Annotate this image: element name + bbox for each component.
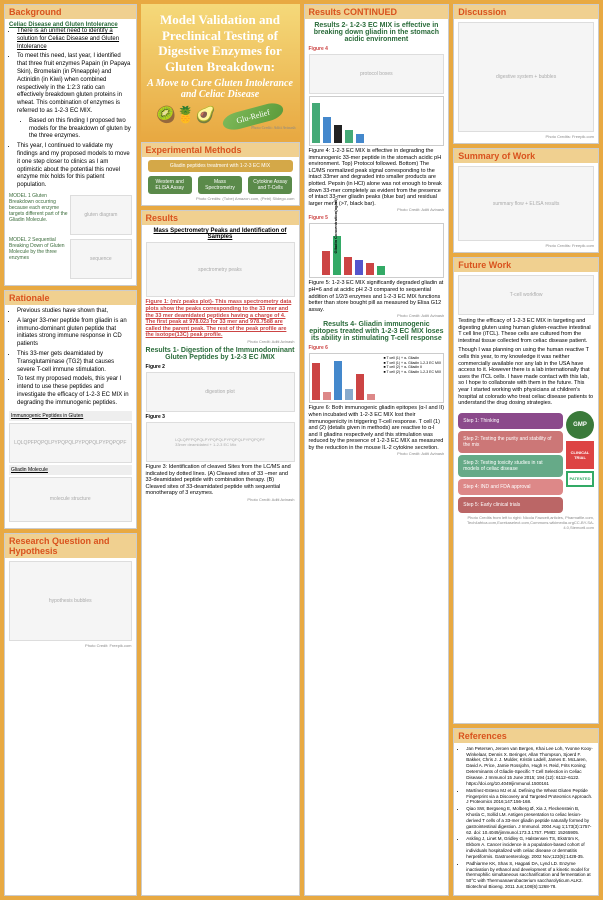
- fig5-chart: Gliadin Concentration(ng/ml): [309, 223, 445, 278]
- trial-badge: CLINICAL TRIAL: [566, 441, 594, 469]
- col-2: Model Validation and Preclinical Testing…: [141, 4, 300, 896]
- ref-item: Padhiarme KK, Shas S, Hagpati DA, Lynd L…: [466, 861, 594, 890]
- ref-item: Jan Petersen, Jeroen van Bergen, Khai Le…: [466, 746, 594, 787]
- disc-credit: Photo Credits: Freepik.com: [458, 134, 594, 139]
- fig4-chart: [309, 96, 445, 146]
- r4-title: Results 4- Gliadin immunogenic epitopes …: [309, 321, 445, 342]
- title-block: Model Validation and Preclinical Testing…: [141, 4, 300, 138]
- rationale-panel: Rationale Previous studies have shown th…: [4, 290, 137, 529]
- summary-diagram: summary flow + ELISA results: [458, 166, 594, 241]
- method-3: Cytokine Assay and T-Cells: [248, 176, 292, 194]
- gmp-badge: GMP: [566, 411, 594, 439]
- col-3: Results CONTINUED Results 2- 1-2-3 EC MI…: [304, 4, 450, 896]
- bg-list: There is an unmet need to identify a sol…: [17, 28, 132, 190]
- method-1: Western and ELISA Assay: [148, 176, 192, 194]
- peptide-seq-img: LQLQPFPQPQLPYPQPQLPYPQPQLPYPQPQPF: [9, 423, 132, 463]
- results2-header: Results CONTINUED: [305, 5, 449, 19]
- discussion-diagram: digestive system + bubbles: [458, 22, 594, 132]
- r2-title: Results 2- 1-2-3 EC MIX is effective in …: [309, 22, 445, 43]
- subtitle: A Move to Cure Gluten Intolerance and Ce…: [145, 78, 296, 100]
- gliadin-mol-img: molecule structure: [9, 477, 132, 522]
- fig6-text: Figure 6: Both immunogenic gliadin epito…: [309, 405, 445, 451]
- r1-title: Results 1- Digestion of the Immunodomina…: [146, 347, 295, 361]
- results-panel: Results Mass Spectrometry Peaks and Iden…: [141, 210, 300, 896]
- fig6-credit: Photo Credit: Aditi Avinash: [309, 451, 445, 456]
- future-step: Step 5: Early clinical trials: [458, 497, 563, 513]
- bg-item-1: To meet this need, last year, I identifi…: [17, 53, 132, 115]
- future-step: Step 4: IND and FDA approval: [458, 479, 563, 495]
- fig5-ylabel: Gliadin Concentration(ng/ml): [333, 198, 338, 253]
- future-credit: Photo Credits from left to right: Nicola…: [458, 515, 594, 530]
- future-text: Testing the efficacy of 1-2-3 EC MIX in …: [458, 318, 594, 344]
- methods-panel: Experimental Methods Gliadin peptides tr…: [141, 142, 300, 206]
- model1-img: gluten diagram: [70, 195, 131, 235]
- future-text2: Though I was planning on using the human…: [458, 347, 594, 406]
- research-panel: Research Question and Hypothesis hypothe…: [4, 533, 137, 897]
- ms-title: Mass Spectrometry Peaks and Identificati…: [146, 228, 295, 240]
- future-step: Step 2: Testing the purity and stability…: [458, 431, 563, 453]
- fig1-text: Figure 1: (m/z peaks plot)- This mass sp…: [146, 299, 295, 339]
- summary-credit: Photo Credits: Freepik.com: [458, 243, 594, 248]
- ms-plot: spectrometry peaks: [146, 242, 295, 297]
- model2-img: sequence: [70, 239, 131, 279]
- future-header: Future Work: [454, 258, 598, 272]
- fig4-credit: Photo Credit: Aditi Avinash: [309, 207, 445, 212]
- research-header: Research Question and Hypothesis: [5, 534, 136, 558]
- bg-item-2: Based on this finding I proposed two mod…: [29, 118, 132, 141]
- method-center: Gliadin peptides treatment with 1-2-3 EC…: [148, 160, 293, 172]
- background-header: Background: [5, 5, 136, 19]
- discussion-panel: Discussion digestive system + bubbles Ph…: [453, 4, 599, 144]
- model2-text: MODEL 2 Sequential Breaking Down of Glut…: [9, 237, 68, 281]
- rationale-list: Previous studies have shown that, A larg…: [17, 308, 132, 408]
- credit-1: Photo Credit: Freepik.com: [9, 643, 132, 648]
- bg-item-0: There is an unmet need to identify a sol…: [17, 28, 132, 51]
- summary-panel: Summary of Work summary flow + ELISA res…: [453, 148, 599, 253]
- fig2-img: digestion plot: [146, 372, 295, 412]
- rat-2: This 33-mer gets deamidated by Transglut…: [17, 351, 132, 374]
- main-title: Model Validation and Preclinical Testing…: [145, 12, 296, 74]
- col-4: Discussion digestive system + bubbles Ph…: [453, 4, 599, 896]
- future-step: Step 1: Thinking: [458, 413, 563, 429]
- refs-header: References: [454, 729, 598, 743]
- ref-item: Askling J, Linet M, Gridley G, Halstense…: [466, 836, 594, 859]
- background-panel: Background Celiac Disease and Gluten Int…: [4, 4, 137, 286]
- gliadin-box: Gliadin Molecule: [9, 465, 132, 475]
- col-1: Background Celiac Disease and Gluten Int…: [4, 4, 137, 896]
- results-header: Results: [142, 211, 299, 225]
- future-step: Step 3: Testing toxicity studies in rat …: [458, 455, 563, 477]
- methods-credit: Photo Credits: (Tube) Amazon.com, (Petri…: [146, 196, 295, 201]
- discussion-header: Discussion: [454, 5, 598, 19]
- method-row: Western and ELISA Assay Mass Spectrometr…: [146, 174, 295, 196]
- fruit-icons: 🥝🍍🥑: [156, 105, 216, 125]
- summary-header: Summary of Work: [454, 149, 598, 163]
- method-2: Mass Spectrometry: [198, 176, 242, 194]
- results2-panel: Results CONTINUED Results 2- 1-2-3 EC MI…: [304, 4, 450, 896]
- fig1-credit: Photo Credit: Aditi Avinash: [146, 339, 295, 344]
- future-diagram: T-cell workflow: [458, 275, 594, 315]
- rat-3: To test my proposed models, this year I …: [17, 376, 132, 407]
- rat-0: Previous studies have shown that,: [17, 308, 132, 316]
- fig5-text: Figure 5: 1-2-3 EC MIX significantly deg…: [309, 280, 445, 313]
- ref-item: Qiao SW, Bergseng E, Molberg Ø, Xia J, F…: [466, 806, 594, 835]
- future-panel: Future Work T-cell workflow Testing the …: [453, 257, 599, 724]
- title-credit: Photo Credit: Aditi Avinash: [145, 125, 296, 130]
- research-diagram: hypothesis bubbles: [9, 561, 132, 641]
- rationale-header: Rationale: [5, 291, 136, 305]
- fig3-credit: Photo Credit: Aditi Avinash: [146, 497, 295, 502]
- fig6-chart: ■ T cell (1) + α- Gliadin ■ T cell (1) +…: [309, 353, 445, 403]
- bg-item-3: This year, I continued to validate my fi…: [17, 143, 132, 190]
- fig5-credit: Photo Credit: Aditi Avinash: [309, 313, 445, 318]
- fig3-text: Figure 3: Identification of cleaved Site…: [146, 464, 295, 497]
- methods-header: Experimental Methods: [142, 143, 299, 157]
- immunogenic-box: Immunogenic Peptides in Gluten: [9, 411, 132, 421]
- model1-text: MODEL 1 Gluten Breakdown occurring becau…: [9, 193, 68, 237]
- fig4-text: Figure 4: 1-2-3 EC MIX is effective in d…: [309, 148, 445, 207]
- refs-panel: References Jan Petersen, Jeroen van Berg…: [453, 728, 599, 896]
- ref-item: Martínez-Esteso MJ et al. Defining the W…: [466, 788, 594, 806]
- fig4-protocol: protocol boxes: [309, 54, 445, 94]
- fig3-img: LQLQPFPQPQLPYPQPQLPYPQPQLPYPQPQPF33mer d…: [146, 422, 295, 462]
- refs-list: Jan Petersen, Jeroen van Bergen, Khai Le…: [466, 746, 594, 890]
- rat-1: A larger 33-mer peptide from gliadin is …: [17, 318, 132, 349]
- patent-badge: PATENTED: [566, 471, 594, 487]
